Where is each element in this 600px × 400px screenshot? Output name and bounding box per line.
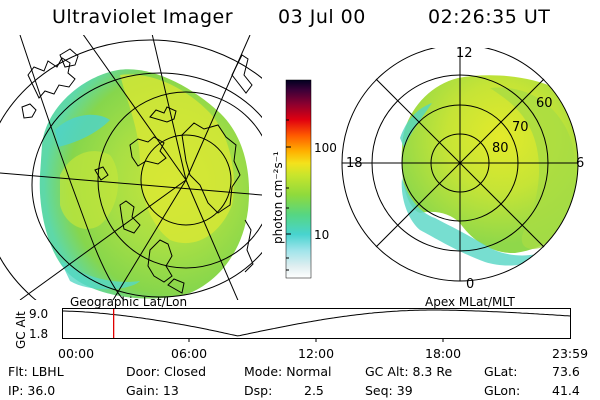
magnetic-polar-plot [341,48,579,282]
instrument-title: Ultraviolet Imager [52,6,234,28]
mlt-label-6: 6 [576,156,585,171]
mlat-label-60: 60 [536,96,553,111]
time-tick-2359: 23:59 [552,346,589,361]
dsp-value: 2.5 [304,383,324,398]
sequence-label: Seq: 39 [365,383,413,398]
dsp-label: Dsp: [244,383,273,398]
geographic-map [0,35,262,300]
time-label: 02:26:35 UT [428,6,551,28]
mlt-label-18: 18 [346,156,363,171]
mlt-label-12: 12 [456,46,473,61]
colorbar-tick-10: 10 [314,228,330,242]
time-tick-0000: 00:00 [58,346,95,361]
colorbar-label: photon cm⁻²s⁻¹ [271,151,285,244]
door-label: Door: Closed [126,364,207,379]
mlat-label-80: 80 [492,141,509,156]
altitude-ytick-1-8: 1.8 [29,327,49,341]
altitude-ytick-9: 9.0 [29,307,49,321]
time-tick-1800: 18:00 [425,346,462,361]
glon-label: GLon: [484,383,521,398]
mlat-label-70: 70 [512,120,529,135]
left-panel-caption: Geographic Lat/Lon [70,295,188,309]
mode-label: Mode: Normal [244,364,332,379]
colorbar-tick-100: 100 [314,141,337,155]
glat-value: 73.6 [552,364,580,379]
date-label: 03 Jul 00 [278,6,366,28]
glon-value: 41.4 [552,383,580,398]
colorbar [285,79,312,279]
altitude-ylabel: GC Alt [14,311,28,349]
right-panel-caption: Apex MLat/MLT [425,295,515,309]
ip-label: IP: 36.0 [8,383,56,398]
gc-altitude-label: GC Alt: 8.3 Re [365,364,453,379]
time-tick-0600: 06:00 [171,346,208,361]
gain-label: Gain: 13 [126,383,179,398]
altitude-timeline [62,308,571,342]
time-tick-1200: 12:00 [298,346,335,361]
glat-label: GLat: [484,364,518,379]
filter-label: Flt: LBHL [8,364,64,379]
mlt-label-0: 0 [466,277,475,292]
